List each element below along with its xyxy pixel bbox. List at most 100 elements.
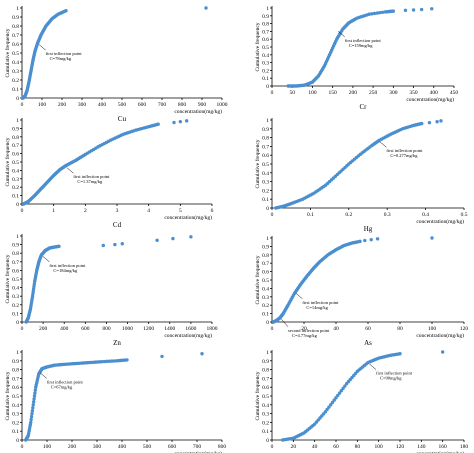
y-tick-label: 0	[16, 202, 19, 208]
data-point	[367, 12, 371, 16]
x-tick-label: 0	[21, 326, 24, 332]
annotation-value: C=4.77mg/kg	[292, 333, 318, 338]
y-tick-label: 0.4	[262, 53, 269, 59]
x-tick-label: 400	[430, 90, 439, 96]
data-point	[435, 120, 439, 124]
x-tick-label: 600	[168, 444, 177, 450]
y-tick-label: 0.7	[262, 261, 269, 267]
data-point	[358, 239, 362, 244]
annotation-label: first inflection point	[46, 51, 83, 56]
y-tick-label: 0.9	[262, 127, 269, 133]
annotation-arrow	[66, 167, 74, 174]
y-tick-label: 0.6	[262, 270, 269, 276]
y-tick-label: 0.7	[262, 144, 269, 150]
y-tick-label: 0.4	[262, 171, 269, 177]
y-tick-label: 0.3	[12, 412, 19, 418]
x-tick-label: 6	[211, 208, 214, 214]
y-tick-label: 0.6	[262, 153, 269, 159]
data-point	[29, 414, 34, 419]
y-tick-label: 0.7	[262, 29, 269, 35]
chart-panel-pb: 0 0.1 0.2 0.3 0.4 0.5 0.6 0.7 0.8 0.9 1 0 100 200 300 4…	[4, 350, 226, 453]
x-tick-label: 300	[93, 444, 102, 450]
y-tick-label: 0.6	[262, 385, 269, 391]
x-tick-label: 0	[271, 90, 274, 96]
x-tick-label: 700	[193, 444, 202, 450]
y-tick-label: 1	[266, 118, 269, 124]
x-tick-label: 100	[375, 444, 384, 450]
y-tick-label: 0.7	[262, 376, 269, 382]
x-tick-label: 100	[308, 90, 317, 96]
x-tick-label: 1400	[164, 326, 175, 332]
data-point	[440, 350, 445, 354]
y-tick-label: 0.3	[12, 177, 19, 183]
y-tick-label: 0.4	[262, 286, 269, 292]
x-axis-label: concentration(mg/kg)	[416, 218, 464, 225]
y-tick-label: 0	[16, 320, 19, 326]
data-point	[337, 391, 342, 395]
y-tick-label: 0.6	[12, 268, 19, 274]
x-tick-label: 100	[43, 444, 52, 450]
data-point	[32, 397, 36, 401]
y-tick-label: 0.8	[12, 24, 19, 30]
data-point	[33, 388, 38, 392]
data-point	[341, 386, 345, 391]
data-point	[102, 359, 107, 364]
y-tick-label: 0.6	[262, 37, 269, 43]
chart-panel-cr: 0 0.1 0.20.3 0.4 0.5 0.6 0.70.8 0.9 1 0 50 100 150 20…	[254, 6, 458, 111]
x-tick-label: 180	[460, 444, 469, 450]
y-tick-label: 0	[266, 84, 269, 90]
x-tick-label: 500	[118, 102, 127, 108]
y-tick-label: 0.2	[12, 303, 19, 309]
x-axis-label: concentration(mg/kg)	[174, 450, 222, 453]
data-point	[113, 242, 117, 247]
y-tick-label: 0.1	[262, 76, 269, 82]
y-tick-label: 0.4	[262, 403, 269, 409]
y-axis-label: Cumulative frequency	[254, 371, 261, 420]
data-point	[327, 405, 331, 409]
y-tick-label: 0.2	[262, 68, 269, 74]
y-tick-label: 0.8	[262, 22, 269, 28]
y-tick-label: 0.7	[12, 376, 19, 382]
x-tick-label: 900	[198, 102, 207, 108]
annotation-arrow	[281, 319, 289, 327]
data-point	[328, 403, 333, 407]
y-tick-label: 0.8	[262, 368, 269, 374]
x-axis-label: concentration(mg/kg)	[416, 450, 464, 453]
x-tick-label: 1200	[143, 326, 154, 332]
data-point	[172, 120, 176, 125]
y-axis-label: Cumulative frequency	[4, 254, 11, 303]
data-point	[430, 7, 434, 11]
data-point	[370, 12, 374, 16]
x-tick-label: 80	[355, 444, 361, 450]
x-tick-label: 700	[158, 102, 167, 108]
y-tick-label: 0.9	[262, 14, 269, 20]
data-point	[105, 359, 109, 364]
annotation-value: C=1.37mg/kg	[77, 179, 103, 184]
data-point	[31, 406, 35, 410]
y-tick-label: 0	[266, 438, 269, 444]
x-tick-label: 0	[21, 208, 24, 214]
y-tick-label: 0.7	[12, 143, 19, 149]
y-tick-label: 0.7	[12, 33, 19, 39]
x-tick-label: 2	[84, 208, 87, 214]
data-point	[323, 410, 328, 414]
x-tick-label: 40	[333, 326, 339, 332]
data-point	[339, 389, 344, 393]
y-tick-label: 0.1	[12, 194, 19, 200]
y-tick-label: 0.5	[262, 45, 269, 51]
y-tick-label: 1	[16, 350, 19, 356]
x-tick-label: 80	[397, 326, 403, 332]
data-point	[29, 417, 33, 422]
y-tick-label: 0.3	[12, 294, 19, 300]
x-tick-label: 0.4	[422, 212, 429, 218]
y-tick-label: 0.6	[12, 385, 19, 391]
data-point	[57, 244, 61, 249]
data-point	[112, 359, 117, 363]
x-tick-label: 200	[68, 444, 77, 450]
data-point	[100, 359, 104, 364]
y-axis-label: Cumulative frequency	[254, 22, 261, 71]
annotation-value: C=78mg/kg	[50, 56, 72, 61]
x-tick-label: 500	[143, 444, 152, 450]
annotation-arrow	[42, 256, 50, 263]
